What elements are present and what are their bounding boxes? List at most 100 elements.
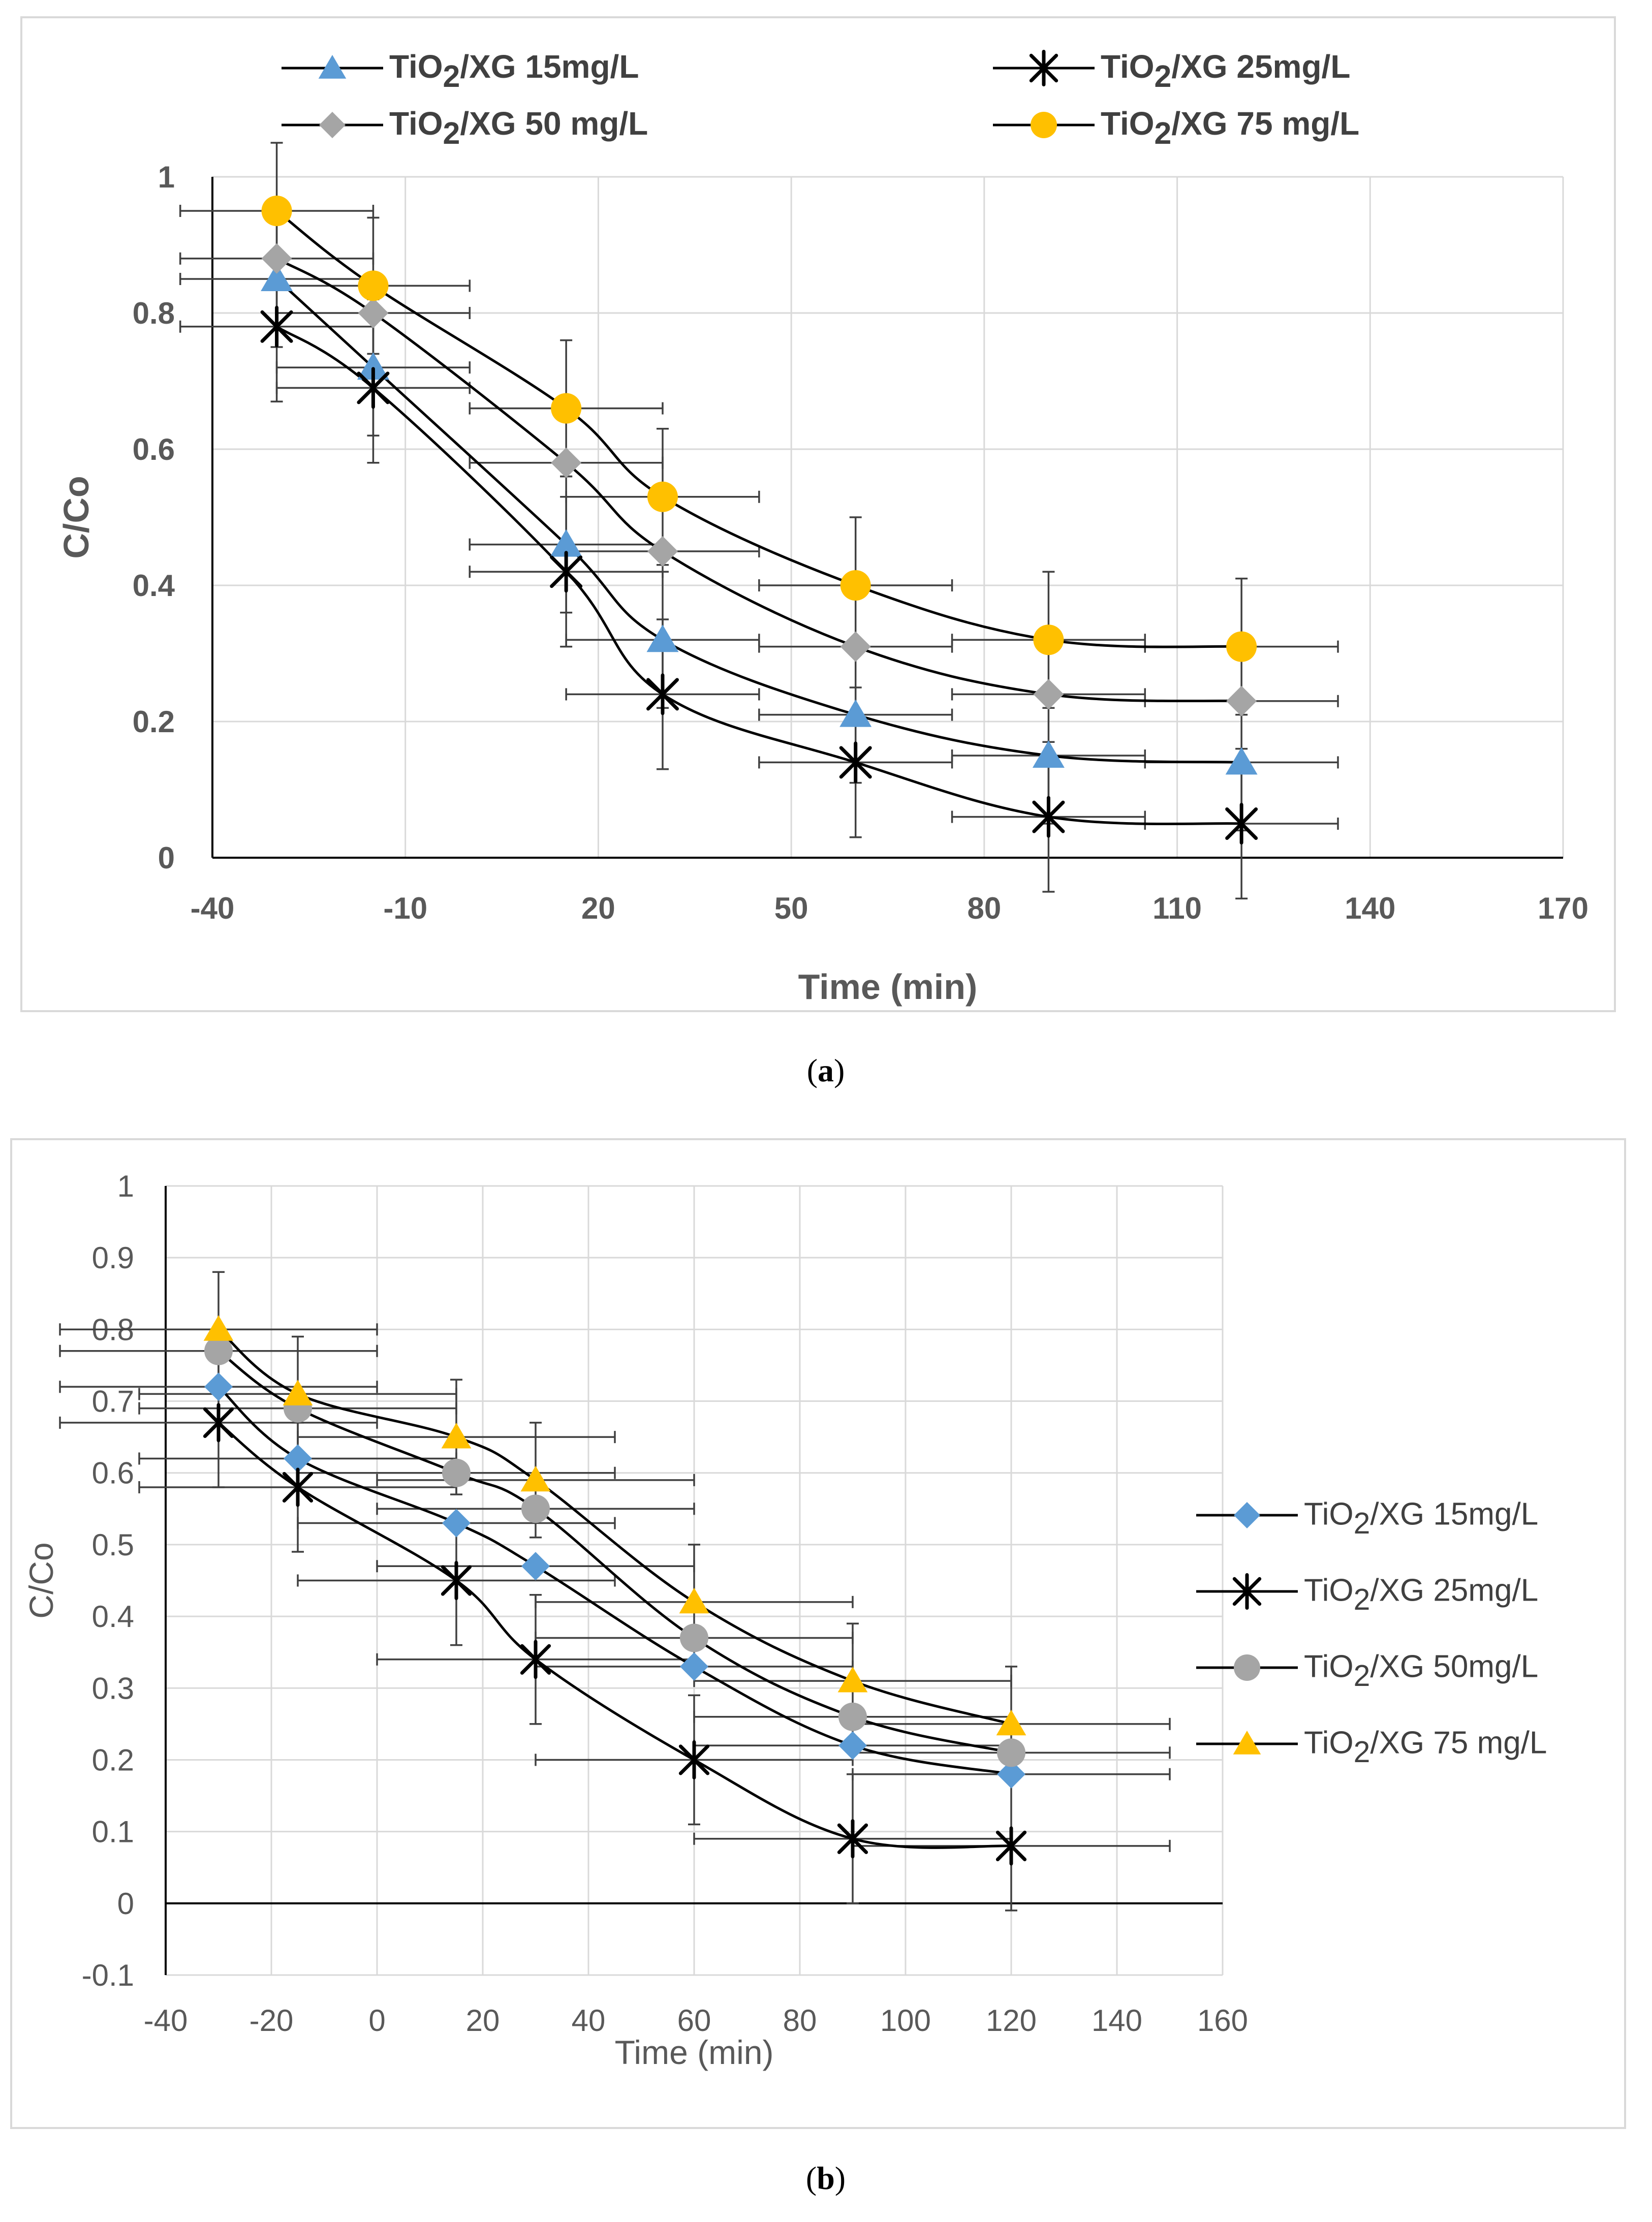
data-point [838, 1731, 867, 1760]
legend-marker [1233, 1731, 1261, 1755]
y-tick-label: 0.7 [92, 1385, 134, 1419]
series-markers-0 [261, 264, 1258, 775]
data-point [442, 1509, 471, 1538]
data-point [1225, 747, 1258, 775]
legend-label: TiO2/XG 15mg/L [389, 48, 639, 93]
data-point [441, 1423, 472, 1449]
legend: TiO2/XG 15mg/L TiO2/XG 25mg/L TiO2/XG 50 m… [282, 48, 1359, 150]
legend-item: TiO2/XG 25mg/L [1196, 1573, 1538, 1616]
data-point [647, 481, 678, 512]
y-axis-label: C/Co [56, 476, 96, 558]
legend: TiO2/XG 15mg/L TiO2/XG 25mg/L TiO2/XG 50mg… [1196, 1497, 1547, 1769]
data-point [284, 1444, 312, 1473]
series-markers-1 [260, 305, 1258, 844]
legend-item: TiO2/XG 50mg/L [1196, 1649, 1538, 1693]
legend-item: TiO2/XG 75 mg/L [993, 105, 1359, 150]
data-point [261, 196, 292, 226]
y-tick-label: 0.2 [133, 705, 175, 739]
legend-marker [1031, 112, 1057, 138]
x-tick-label: 140 [1345, 891, 1395, 925]
y-tick-label: 0.4 [133, 569, 175, 603]
x-tick-label: 100 [880, 2004, 931, 2038]
series-markers-3 [203, 1315, 1026, 1736]
data-point [1033, 624, 1064, 655]
data-point [680, 1623, 708, 1652]
x-tick-label: 50 [774, 891, 808, 925]
legend-label: TiO2/XG 75 mg/L [1304, 1726, 1547, 1769]
data-point [1226, 685, 1257, 716]
caption-b: (b) [805, 2160, 846, 2196]
y-tick-label: 0.6 [92, 1456, 134, 1490]
legend-item: TiO2/XG 15mg/L [1196, 1497, 1538, 1540]
data-point [203, 1315, 234, 1341]
data-point [839, 741, 872, 784]
data-point [521, 1552, 550, 1581]
data-point [1033, 679, 1064, 710]
error-bars [179, 142, 1339, 900]
data-point [646, 624, 679, 652]
data-point [261, 243, 292, 274]
x-tick-label: 60 [677, 2004, 711, 2038]
legend-label: TiO2/XG 50mg/L [1304, 1649, 1538, 1693]
data-point [204, 1372, 233, 1401]
legend-marker [319, 112, 346, 138]
y-tick-label: -0.1 [82, 1958, 134, 1992]
legend-item: TiO2/XG 15mg/L [282, 48, 639, 93]
x-tick-label: 120 [986, 2004, 1037, 2038]
y-tick-label: 0.5 [92, 1528, 134, 1562]
y-tick-label: 1 [158, 160, 175, 194]
legend-item: TiO2/XG 75 mg/L [1196, 1726, 1547, 1769]
data-point [550, 529, 582, 557]
data-point [995, 1826, 1027, 1866]
data-point [204, 1336, 233, 1365]
series-markers-0 [204, 1372, 1025, 1789]
data-point [647, 536, 678, 567]
y-tick-label: 0.3 [92, 1671, 134, 1705]
data-point [260, 305, 293, 348]
data-point [840, 570, 871, 601]
legend-label: TiO2/XG 15mg/L [1304, 1497, 1538, 1540]
x-tick-label: 140 [1092, 2004, 1142, 2038]
legend-marker [318, 55, 347, 79]
data-point [1032, 796, 1065, 838]
chart-b-svg: -40 -20 0 20 40 60 80 100 120 140 160 -0.1 0 0.1 0.2 0.… [22, 1169, 1547, 2071]
legend-label: TiO2/XG 75 mg/L [1101, 105, 1359, 150]
x-tick-label: 40 [572, 2004, 606, 2038]
x-axis-label: Time (min) [615, 2033, 774, 2071]
y-tick-label: 0 [117, 1887, 134, 1921]
series-line-2 [217, 1350, 1012, 1754]
data-point [550, 551, 583, 593]
x-tick-label: 160 [1197, 2004, 1248, 2038]
data-point [1032, 740, 1065, 768]
legend-marker [1232, 1573, 1262, 1610]
series-markers-2 [261, 243, 1257, 716]
legend-item: TiO2/XG 25mg/L [993, 48, 1350, 93]
y-tick-label: 0.9 [92, 1241, 134, 1275]
y-axis-label: C/Co [22, 1542, 60, 1618]
gridlines [211, 176, 1564, 859]
data-point [646, 673, 679, 715]
data-point [261, 264, 293, 291]
y-tick-label: 0 [158, 841, 175, 875]
series-markers-1 [203, 1403, 1027, 1866]
x-tick-label: 170 [1538, 891, 1588, 925]
data-point [679, 1587, 709, 1614]
legend-label: TiO2/XG 25mg/L [1101, 48, 1350, 93]
data-point [282, 1467, 314, 1507]
data-point [521, 1494, 550, 1523]
legend-marker [1234, 1502, 1260, 1528]
x-tick-label: -40 [191, 891, 235, 925]
data-point [996, 1709, 1026, 1736]
data-point [1225, 803, 1258, 844]
x-tick-label: 80 [783, 2004, 817, 2038]
data-point [551, 447, 582, 478]
data-point [837, 1819, 868, 1859]
chart-panel-a: -40 -10 20 50 80 110 140 170 0 0.2 0.4 0.6 0.8 1 Time … [20, 16, 1616, 1012]
x-axis-label: Time (min) [798, 967, 978, 1007]
data-point [357, 352, 389, 380]
x-tick-label: -10 [383, 891, 427, 925]
caption-a: (a) [806, 1052, 845, 1088]
data-point [551, 393, 582, 424]
data-point [837, 1667, 868, 1693]
y-tick-label: 1 [117, 1169, 134, 1203]
